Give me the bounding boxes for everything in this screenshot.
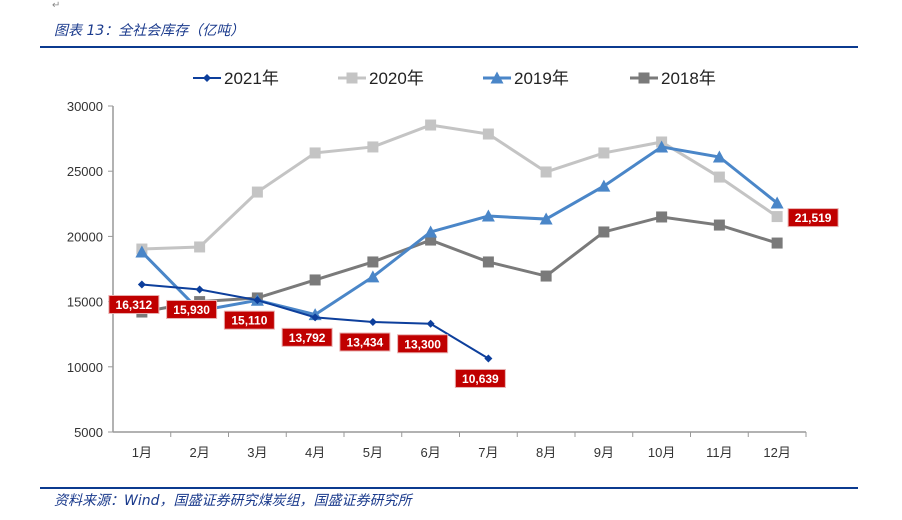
square-marker xyxy=(598,147,610,159)
figure-title: 图表 13：全社会库存（亿吨） xyxy=(54,23,245,39)
triangle-marker xyxy=(366,270,380,283)
source-divider xyxy=(40,487,858,489)
square-marker xyxy=(713,219,725,231)
legend-item: 2018年 xyxy=(630,69,716,88)
data-label-box xyxy=(281,327,333,347)
square-marker xyxy=(425,234,437,246)
x-tick-label: 8月 xyxy=(536,445,556,460)
series-2021年 xyxy=(137,280,493,363)
data-label: 16,312 xyxy=(116,298,153,312)
square-marker xyxy=(251,186,263,198)
x-tick-label: 11月 xyxy=(706,445,733,460)
triangle-marker xyxy=(770,196,784,209)
legend-label: 2019年 xyxy=(514,69,569,88)
triangle-marker xyxy=(490,71,504,84)
data-label: 10,639 xyxy=(462,372,499,386)
series-2019年 xyxy=(135,140,784,321)
x-tick-label: 4月 xyxy=(305,445,325,460)
square-marker xyxy=(713,171,725,183)
data-label: 21,519 xyxy=(795,211,832,225)
y-tick-label: 25000 xyxy=(67,164,103,179)
square-marker xyxy=(367,141,379,153)
diamond-marker xyxy=(195,285,204,294)
square-marker xyxy=(598,226,610,238)
legend-label: 2021年 xyxy=(224,69,279,88)
y-tick-label: 10000 xyxy=(67,360,103,375)
x-tick-label: 5月 xyxy=(363,445,383,460)
diamond-marker xyxy=(203,74,211,82)
y-tick-label: 5000 xyxy=(74,425,103,440)
triangle-marker xyxy=(481,209,495,222)
legend-label: 2020年 xyxy=(369,69,424,88)
legend-item: 2020年 xyxy=(338,69,424,88)
data-label-box xyxy=(397,334,449,354)
square-marker xyxy=(425,119,437,131)
y-tick-label: 15000 xyxy=(67,295,103,310)
x-tick-label: 2月 xyxy=(190,445,210,460)
title-divider xyxy=(40,46,858,48)
data-label-box xyxy=(339,332,391,352)
x-tick-label: 12月 xyxy=(763,445,790,460)
series-2020年 xyxy=(136,119,783,255)
triangle-marker xyxy=(135,245,149,258)
square-marker xyxy=(482,128,494,140)
line-chart: 30000 25000 20000 15000 10000 5000 1月 2月 3月 4月 5月 6… xyxy=(67,69,839,460)
square-marker xyxy=(346,72,358,84)
square-marker xyxy=(771,237,783,249)
series-line xyxy=(140,145,779,317)
data-label-box xyxy=(454,368,506,388)
triangle-marker xyxy=(539,212,553,225)
triangle-marker xyxy=(424,225,438,238)
y-tick-label: 20000 xyxy=(67,229,103,244)
data-label: 13,300 xyxy=(404,337,441,351)
x-tick-label: 1月 xyxy=(132,445,152,460)
square-marker xyxy=(540,166,552,178)
triangle-marker xyxy=(655,140,669,153)
y-tick-label: 30000 xyxy=(67,99,103,114)
triangle-marker xyxy=(597,179,611,192)
data-label: 13,434 xyxy=(347,336,384,350)
x-tick-label: 7月 xyxy=(478,445,498,460)
data-label-box xyxy=(166,299,218,319)
square-marker xyxy=(309,147,321,159)
square-marker xyxy=(482,256,494,268)
triangle-marker xyxy=(712,150,726,163)
data-label: 15,110 xyxy=(231,314,267,328)
series-line xyxy=(141,215,778,314)
x-tick-label: 3月 xyxy=(247,445,267,460)
square-marker xyxy=(309,274,321,286)
x-tick-label: 6月 xyxy=(421,445,441,460)
square-marker xyxy=(367,256,379,268)
data-label: 13,792 xyxy=(289,331,326,345)
legend-label: 2018年 xyxy=(661,69,716,88)
diamond-marker xyxy=(253,296,262,305)
data-label-box xyxy=(787,208,839,228)
data-label-box xyxy=(223,310,275,330)
x-tick-label: 9月 xyxy=(594,445,614,460)
legend-item: 2019年 xyxy=(483,69,569,88)
diamond-marker xyxy=(311,313,320,322)
series-2018年 xyxy=(136,211,783,318)
square-marker xyxy=(656,211,668,223)
square-marker xyxy=(194,241,206,253)
data-label: 15,930 xyxy=(173,303,210,317)
legend-item: 2021年 xyxy=(193,69,279,88)
diamond-marker xyxy=(426,319,435,328)
paragraph-mark: ↵ xyxy=(52,0,61,11)
square-marker xyxy=(638,72,650,84)
diamond-marker xyxy=(484,354,493,363)
square-marker xyxy=(540,270,552,282)
x-tick-label: 10月 xyxy=(648,445,675,460)
diamond-marker xyxy=(137,280,146,289)
source-note: 资料来源：Wind，国盛证券研究煤炭组，国盛证券研究所 xyxy=(54,493,412,509)
series-line xyxy=(141,123,778,251)
data-label-box xyxy=(108,294,160,314)
diamond-marker xyxy=(368,318,377,327)
square-marker xyxy=(771,211,783,223)
